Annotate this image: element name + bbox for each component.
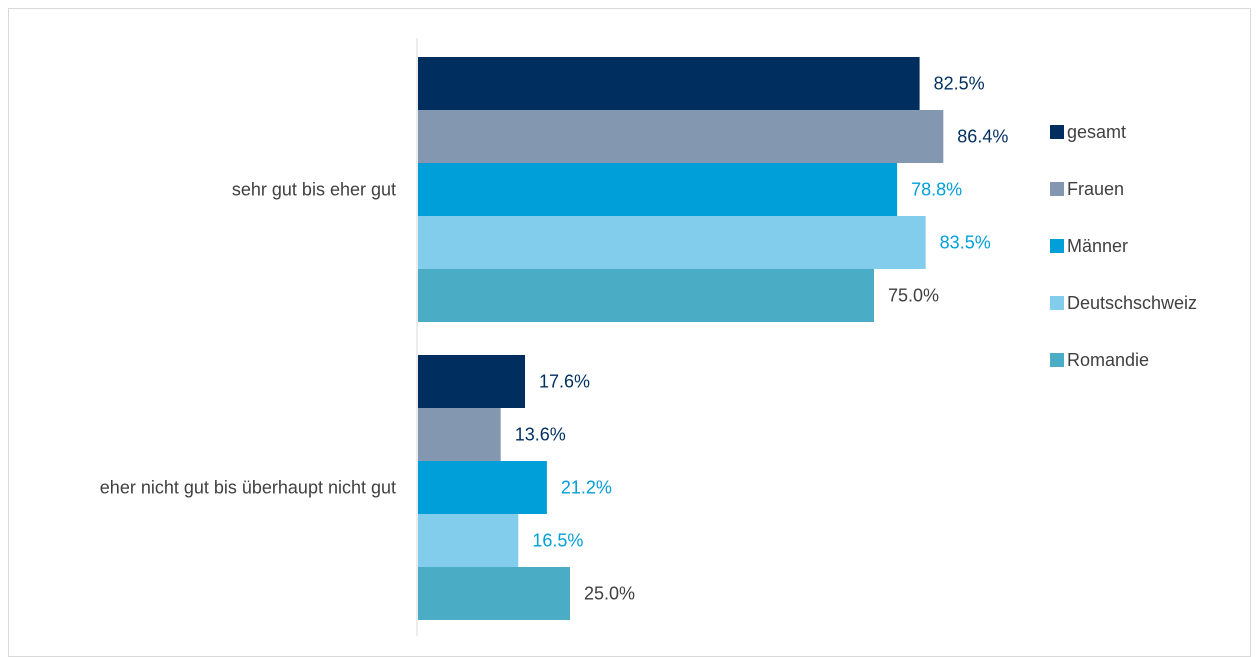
- bar-m-nner: [418, 163, 898, 216]
- bar-deutschschweiz: [418, 514, 519, 567]
- bar-frauen: [418, 408, 501, 461]
- category-label: eher nicht gut bis überhaupt nicht gut: [100, 478, 396, 498]
- legend-swatch: [1050, 296, 1064, 310]
- legend-swatch: [1050, 353, 1064, 367]
- legend-swatch: [1050, 125, 1064, 139]
- data-label: 17.6%: [539, 372, 590, 392]
- bar-deutschschweiz: [418, 216, 926, 269]
- category-label: sehr gut bis eher gut: [232, 180, 396, 200]
- legend-label: Frauen: [1067, 179, 1124, 199]
- bar-gesamt: [418, 57, 920, 110]
- data-label: 78.8%: [911, 180, 962, 200]
- bar-m-nner: [418, 461, 547, 514]
- data-label: 83.5%: [940, 233, 991, 253]
- data-label: 21.2%: [561, 478, 612, 498]
- data-label: 82.5%: [934, 74, 985, 94]
- data-label: 86.4%: [957, 127, 1008, 147]
- legend-label: Deutschschweiz: [1067, 293, 1197, 313]
- data-label: 75.0%: [888, 286, 939, 306]
- bar-frauen: [418, 110, 944, 163]
- legend-label: Romandie: [1067, 350, 1149, 370]
- data-label: 13.6%: [515, 425, 566, 445]
- bar-gesamt: [418, 355, 526, 408]
- legend-swatch: [1050, 239, 1064, 253]
- data-label: 25.0%: [584, 584, 635, 604]
- legend-swatch: [1050, 182, 1064, 196]
- legend-label: Männer: [1067, 236, 1128, 256]
- bar-romandie: [418, 567, 570, 620]
- bar-romandie: [418, 269, 874, 322]
- data-label: 16.5%: [532, 531, 583, 551]
- legend-label: gesamt: [1067, 122, 1126, 142]
